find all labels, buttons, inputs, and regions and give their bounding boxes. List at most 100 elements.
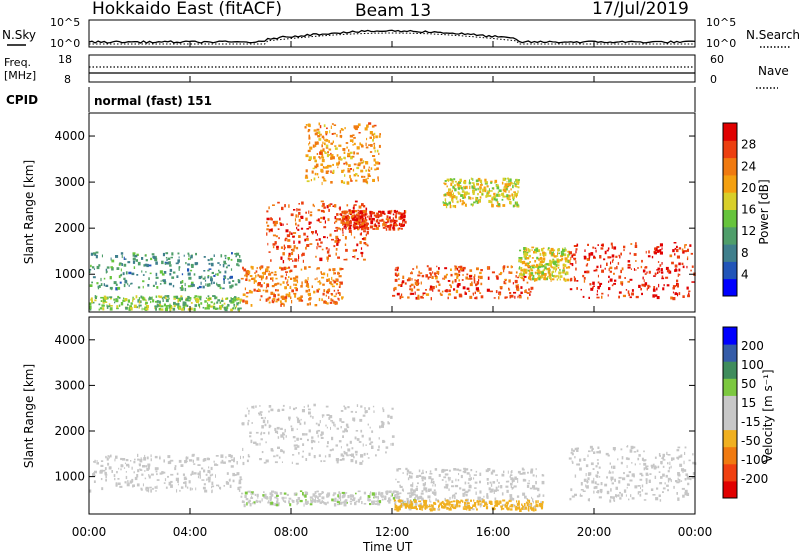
data-cell (140, 295, 143, 299)
data-cell (473, 502, 477, 506)
data-cell (326, 426, 328, 429)
data-cell (120, 464, 124, 468)
data-cell (624, 277, 626, 279)
data-cell (495, 489, 499, 492)
data-cell (102, 297, 105, 301)
data-cell (539, 503, 543, 507)
data-cell (168, 304, 172, 309)
data-cell (219, 286, 222, 290)
data-cell (109, 466, 112, 469)
data-cell (164, 478, 167, 482)
data-cell (598, 450, 601, 454)
data-cell (197, 298, 200, 302)
data-cell (394, 494, 397, 499)
data-cell (332, 169, 335, 173)
data-cell (445, 469, 449, 471)
data-cell (314, 278, 316, 281)
time-axis-label: Time UT (362, 540, 413, 554)
data-cell (298, 211, 301, 215)
data-cell (458, 192, 461, 195)
data-cell (255, 405, 257, 408)
data-cell (346, 181, 350, 185)
data-cell (626, 483, 630, 486)
data-cell (199, 470, 201, 475)
data-cell (501, 473, 505, 477)
data-cell (330, 156, 333, 160)
data-cell (180, 486, 184, 489)
data-cell (518, 503, 520, 507)
data-cell (119, 485, 123, 488)
data-cell (450, 273, 453, 277)
data-cell (187, 272, 191, 276)
data-cell (422, 472, 424, 474)
data-cell (401, 296, 404, 298)
data-cell (376, 218, 379, 223)
data-cell (596, 491, 599, 493)
power-heatmap (89, 122, 696, 312)
data-cell (313, 440, 316, 443)
data-cell (220, 454, 224, 458)
data-cell (397, 506, 400, 510)
data-cell (373, 132, 376, 136)
data-cell (296, 417, 300, 421)
data-cell (135, 259, 138, 262)
data-cell (605, 452, 609, 456)
data-cell (365, 207, 368, 211)
data-cell (509, 494, 513, 498)
data-cell (345, 217, 348, 221)
data-cell (347, 227, 350, 230)
data-cell (364, 407, 366, 410)
data-cell (331, 498, 334, 502)
data-cell (476, 183, 479, 186)
data-cell (531, 257, 534, 259)
data-cell (335, 235, 339, 239)
data-cell (583, 277, 586, 280)
data-cell (514, 204, 516, 207)
data-cell (292, 500, 295, 503)
data-cell (219, 264, 221, 266)
data-cell (528, 499, 531, 503)
data-cell (443, 204, 447, 206)
data-cell (667, 480, 670, 483)
data-cell (423, 499, 426, 503)
data-cell (503, 470, 505, 473)
data-cell (211, 481, 214, 485)
data-cell (324, 152, 327, 154)
data-cell (465, 493, 468, 497)
data-cell (454, 180, 457, 183)
data-cell (394, 215, 397, 219)
data-cell (296, 208, 298, 212)
data-cell (211, 485, 215, 488)
data-cell (534, 271, 537, 274)
data-cell (485, 506, 489, 510)
data-cell (306, 303, 310, 306)
data-cell (435, 276, 438, 280)
data-cell (326, 445, 329, 448)
data-cell (514, 295, 516, 299)
cpid-program: normal (fast) 151 (94, 94, 212, 108)
data-cell (142, 274, 145, 276)
data-cell (168, 261, 171, 265)
data-cell (347, 218, 350, 221)
data-cell (214, 296, 217, 300)
data-cell (177, 479, 179, 483)
colorbar-tick-label: 50 (741, 377, 756, 391)
data-cell (676, 279, 679, 283)
data-cell (302, 433, 305, 436)
data-cell (521, 507, 524, 510)
data-cell (321, 414, 325, 417)
data-cell (584, 249, 586, 252)
data-cell (422, 292, 426, 295)
data-cell (373, 494, 376, 498)
data-cell (276, 500, 279, 504)
data-cell (208, 297, 211, 300)
data-cell (504, 195, 507, 198)
data-cell (285, 267, 289, 269)
data-cell (421, 274, 425, 278)
colorbar-segment (723, 209, 737, 228)
data-cell (178, 266, 181, 269)
data-cell (648, 270, 651, 274)
data-cell (464, 203, 467, 207)
data-cell (276, 492, 278, 495)
data-cell (320, 460, 323, 463)
